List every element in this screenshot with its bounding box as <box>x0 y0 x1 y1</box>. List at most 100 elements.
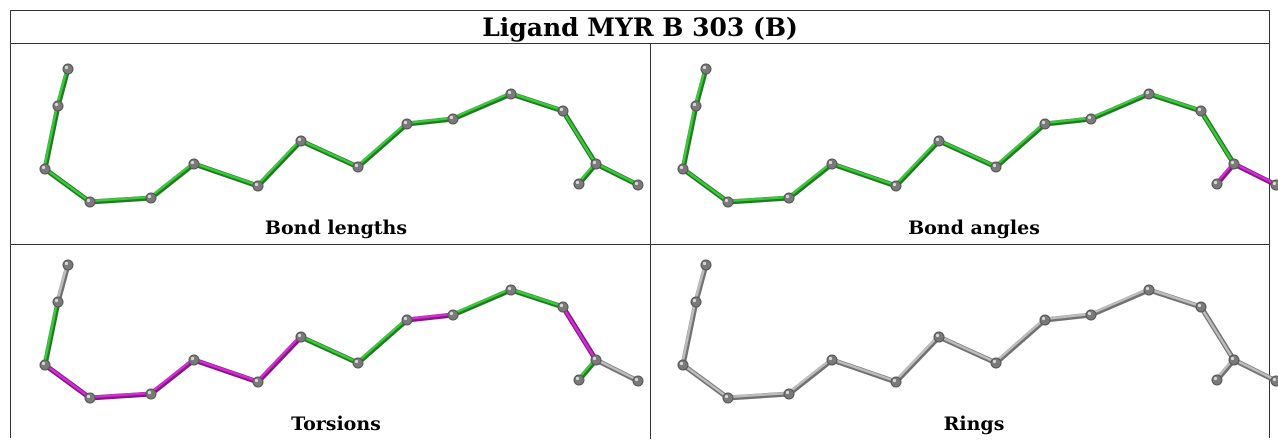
bond-10 <box>1088 287 1152 318</box>
bond-12 <box>560 304 599 363</box>
bond-1 <box>42 299 61 368</box>
atom-13 <box>1228 158 1240 170</box>
atom-highlight-8 <box>992 359 997 364</box>
atom-11 <box>1143 284 1155 296</box>
atom-7 <box>933 135 945 147</box>
bond-12 <box>1198 304 1237 363</box>
bond-2 <box>42 166 93 205</box>
atom-5 <box>188 354 200 366</box>
atom-9 <box>401 118 413 130</box>
bond-9 <box>404 312 456 323</box>
atom-10 <box>447 113 459 125</box>
atom-highlight-5 <box>190 356 195 361</box>
bond-3 <box>725 195 792 205</box>
panel-rings: Rings <box>659 245 1278 440</box>
atom-highlight-1 <box>692 298 697 303</box>
atom-highlight-7 <box>935 137 940 142</box>
atom-highlight-0 <box>64 261 69 266</box>
atom-12 <box>1195 105 1207 117</box>
atom-14 <box>1211 374 1223 386</box>
bond-0 <box>693 262 709 305</box>
atom-highlight-9 <box>1041 120 1046 125</box>
bond-14 <box>593 357 641 384</box>
atom-5 <box>826 354 838 366</box>
bond-8 <box>993 121 1048 170</box>
bond-8 <box>993 317 1048 366</box>
atom-7 <box>295 135 307 147</box>
bond-2 <box>680 362 731 401</box>
atom-highlight-7 <box>297 137 302 142</box>
atom-2 <box>39 359 51 371</box>
atom-highlight-2 <box>41 361 46 366</box>
atom-highlight-10 <box>449 115 454 120</box>
atom-6 <box>890 376 902 388</box>
bond-7 <box>936 334 999 366</box>
atom-highlight-11 <box>507 286 512 291</box>
bond-0 <box>55 262 71 305</box>
atom-highlight-3 <box>724 394 729 399</box>
atom-3 <box>722 392 734 404</box>
atom-8 <box>352 357 364 369</box>
atom-7 <box>295 331 307 343</box>
bond-9 <box>404 116 456 127</box>
atom-highlight-0 <box>702 261 707 266</box>
atom-6 <box>252 376 264 388</box>
atom-1 <box>52 296 64 308</box>
atom-5 <box>826 158 838 170</box>
atom-4 <box>783 192 795 204</box>
atom-highlight-5 <box>828 356 833 361</box>
atom-highlight-14 <box>575 180 580 185</box>
atom-highlight-3 <box>86 394 91 399</box>
atom-highlight-6 <box>254 378 259 383</box>
atom-13 <box>590 158 602 170</box>
atom-8 <box>990 161 1002 173</box>
atom-highlight-7 <box>935 333 940 338</box>
atom-highlight-8 <box>354 359 359 364</box>
atom-highlight-11 <box>1145 286 1150 291</box>
bond-3 <box>725 391 792 401</box>
bond-10 <box>450 91 514 122</box>
atom-10 <box>1085 309 1097 321</box>
bond-4 <box>148 357 197 397</box>
atom-highlight-10 <box>449 311 454 316</box>
atom-highlight-9 <box>403 120 408 125</box>
panel-caption: Bond lengths <box>264 217 408 239</box>
ligand-structure-bond-angles <box>677 63 1278 208</box>
atom-10 <box>1085 113 1097 125</box>
atom-highlight-11 <box>507 90 512 95</box>
bond-11 <box>1146 91 1204 114</box>
atom-highlight-12 <box>559 303 564 308</box>
panel-caption: Rings <box>943 413 1005 435</box>
bond-7 <box>298 138 361 170</box>
atom-11 <box>505 88 517 100</box>
atom-9 <box>401 314 413 326</box>
atom-4 <box>145 192 157 204</box>
atom-14 <box>573 178 585 190</box>
atom-highlight-2 <box>41 165 46 170</box>
atom-2 <box>677 359 689 371</box>
atom-highlight-12 <box>1197 303 1202 308</box>
atom-1 <box>52 100 64 112</box>
atom-highlight-15 <box>634 377 639 382</box>
atom-12 <box>1195 301 1207 313</box>
atom-highlight-8 <box>992 163 997 168</box>
atom-highlight-15 <box>1272 377 1277 382</box>
atom-6 <box>890 180 902 192</box>
bond-14 <box>593 161 641 188</box>
panel-bond-lengths: Bond lengths <box>21 49 651 244</box>
atom-3 <box>84 196 96 208</box>
bond-6 <box>255 334 304 385</box>
atom-highlight-4 <box>785 390 790 395</box>
atom-highlight-0 <box>64 65 69 70</box>
atom-highlight-9 <box>403 316 408 321</box>
atom-highlight-14 <box>575 376 580 381</box>
atom-9 <box>1039 314 1051 326</box>
atom-13 <box>590 354 602 366</box>
atom-highlight-15 <box>634 181 639 186</box>
bond-6 <box>893 334 942 385</box>
atom-15 <box>632 179 644 191</box>
vertical-divider <box>650 44 651 439</box>
atom-highlight-3 <box>724 198 729 203</box>
atom-3 <box>722 196 734 208</box>
figure-title: Ligand MYR B 303 (B) <box>11 11 1269 44</box>
